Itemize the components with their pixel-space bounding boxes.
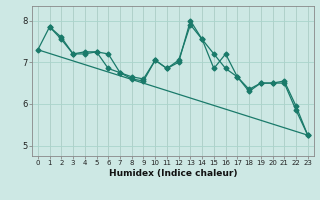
X-axis label: Humidex (Indice chaleur): Humidex (Indice chaleur) — [108, 169, 237, 178]
